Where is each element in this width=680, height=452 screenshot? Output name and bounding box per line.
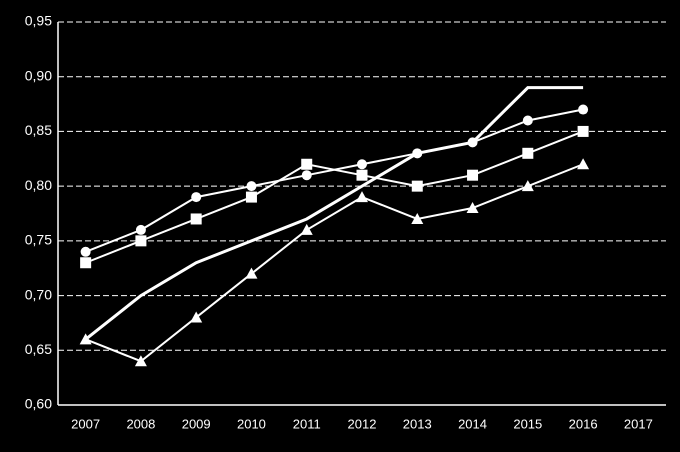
point [301, 170, 312, 181]
point [191, 192, 202, 203]
point [356, 191, 368, 203]
series-line [85, 130, 584, 264]
y-tick-label: 0,75 [25, 232, 52, 248]
point [411, 180, 423, 192]
y-tick-label: 0,95 [25, 13, 52, 29]
point [521, 180, 534, 192]
point [245, 267, 258, 279]
y-tick-label: 0,70 [25, 286, 52, 302]
y-tick-label: 0,65 [25, 341, 52, 357]
point [522, 115, 533, 126]
point [80, 246, 91, 257]
point [80, 257, 92, 269]
point [301, 158, 313, 170]
point [190, 311, 203, 323]
x-tick-label: 2015 [513, 416, 542, 431]
y-tick-label: 0,60 [25, 396, 52, 412]
x-tick-label: 2008 [126, 416, 155, 431]
x-tick-label: 2012 [348, 416, 377, 431]
x-tick-label: 2010 [237, 416, 266, 431]
point [467, 169, 479, 181]
point [356, 169, 368, 181]
point [466, 202, 479, 214]
x-tick-label: 2007 [71, 416, 100, 431]
point [134, 355, 147, 367]
series-line [85, 163, 584, 363]
y-tick-label: 0,90 [25, 67, 52, 83]
x-tick-label: 2016 [569, 416, 598, 431]
point [245, 191, 257, 203]
y-tick-label: 0,80 [25, 177, 52, 193]
point [300, 223, 313, 235]
point [190, 213, 202, 225]
x-tick-label: 2009 [182, 416, 211, 431]
point [412, 148, 423, 159]
point [577, 158, 590, 170]
point [577, 125, 589, 137]
point [135, 235, 147, 247]
point [79, 333, 92, 345]
point [578, 104, 589, 115]
point [246, 181, 257, 192]
point [411, 212, 424, 224]
point [467, 137, 478, 148]
x-tick-label: 2014 [458, 416, 487, 431]
point [357, 159, 367, 170]
x-tick-label: 2013 [403, 416, 432, 431]
point [135, 224, 146, 235]
series-line [84, 86, 584, 341]
point [522, 147, 534, 159]
x-tick-label: 2017 [624, 416, 653, 431]
series-line [85, 108, 584, 253]
x-tick-label: 2011 [293, 416, 321, 431]
y-tick-label: 0,85 [25, 122, 52, 138]
